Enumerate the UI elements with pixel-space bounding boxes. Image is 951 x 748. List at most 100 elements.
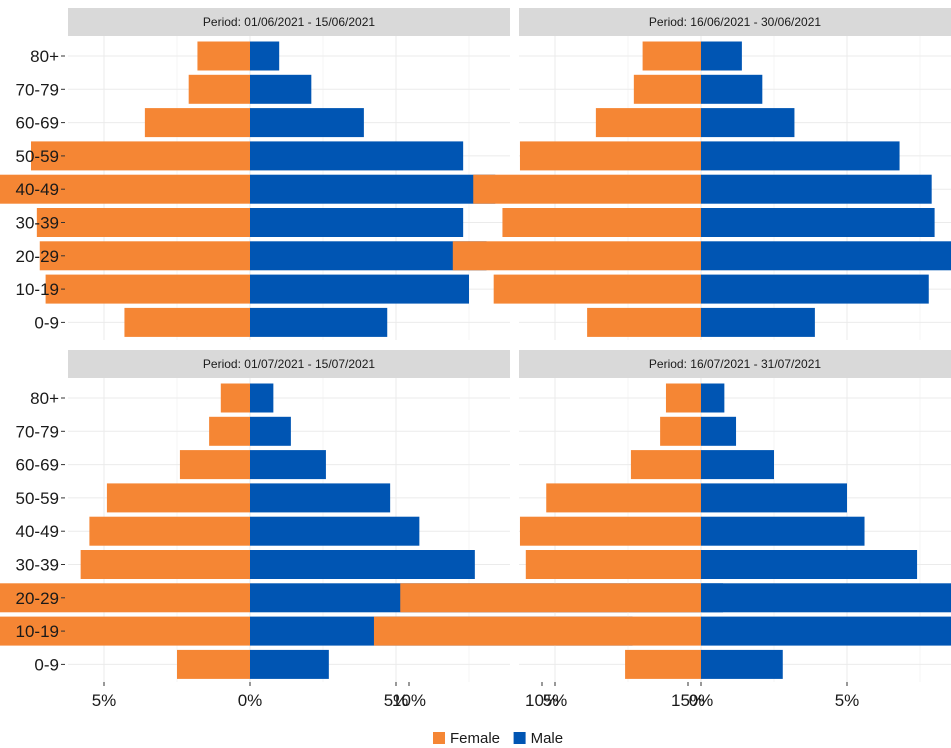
x-tick-label: 0%: [238, 691, 263, 710]
y-tick-label: 0-9: [34, 655, 59, 674]
x-tick-label: 15%: [671, 691, 705, 710]
bar-female-50-59: [106, 483, 250, 513]
bar-female-10-19: [0, 616, 251, 646]
bar-female-30-39: [502, 208, 701, 237]
y-tick-label: 30-39: [16, 556, 59, 575]
y-tick-label: 20-29: [16, 247, 59, 266]
y-tick-label: 70-79: [16, 80, 59, 99]
bar-female-0-9: [124, 307, 250, 337]
y-tick-label: 10-19: [16, 622, 59, 641]
legend-swatch-male: [513, 732, 526, 744]
legend-label-male: Male: [531, 730, 564, 747]
bar-male-70-79: [701, 74, 763, 104]
x-tick-label: 10%: [525, 691, 559, 710]
bar-female-40-49: [519, 516, 701, 546]
bar-male-40-49: [250, 174, 496, 204]
bar-female-80+: [220, 383, 250, 413]
bar-female-10-19: [373, 616, 701, 646]
bar-female-70-79: [633, 74, 701, 104]
bar-male-10-19: [250, 274, 469, 304]
bar-female-20-29: [39, 241, 251, 271]
facet-panel-2: Period: 16/06/2021 - 30/06/2021: [452, 8, 951, 340]
facet-strip: [68, 8, 510, 36]
bar-male-70-79: [250, 74, 312, 104]
bar-female-0-9: [625, 649, 701, 679]
x-tick-label: 5%: [543, 691, 568, 710]
bar-male-80+: [250, 383, 274, 413]
bar-male-50-59: [250, 141, 464, 171]
bar-male-40-49: [701, 516, 865, 546]
bar-male-30-39: [250, 550, 475, 579]
bar-female-10-19: [45, 274, 250, 304]
bar-male-30-39: [250, 208, 464, 237]
facet-title: Period: 16/07/2021 - 31/07/2021: [649, 357, 821, 371]
bar-male-30-39: [701, 208, 935, 237]
facet-strip: [519, 8, 951, 36]
x-tick-label: 10%: [392, 691, 426, 710]
bar-female-0-9: [587, 307, 701, 337]
bar-female-70-79: [209, 416, 250, 446]
y-tick-label: 40-49: [16, 180, 59, 199]
bar-male-70-79: [701, 416, 737, 446]
bar-female-60-69: [595, 108, 701, 138]
bar-male-80+: [250, 41, 280, 71]
bar-female-60-69: [144, 108, 250, 138]
legend-label-female: Female: [450, 730, 500, 747]
bar-female-80+: [665, 383, 701, 413]
bar-male-10-19: [701, 274, 929, 304]
y-tick-label: 50-59: [16, 147, 59, 166]
y-tick-label: 80+: [30, 47, 59, 66]
y-tick-label: 20-29: [16, 589, 59, 608]
bar-male-80+: [701, 41, 742, 71]
x-tick-label: 5%: [92, 691, 117, 710]
bar-male-60-69: [250, 108, 364, 138]
bar-female-70-79: [188, 74, 250, 104]
facet-panel-1: Period: 01/06/2021 - 15/06/2021 0-9 10-19 2…: [0, 8, 510, 340]
bar-male-60-69: [701, 450, 774, 480]
bar-female-50-59: [31, 141, 250, 171]
bar-female-40-49: [89, 516, 251, 546]
bar-female-10-19: [493, 274, 701, 304]
bar-male-30-39: [701, 550, 918, 579]
y-tick-label: 30-39: [16, 214, 59, 233]
bar-female-40-49: [0, 174, 250, 204]
facet-strip: [68, 350, 510, 378]
bar-female-30-39: [80, 550, 250, 579]
bar-male-0-9: [250, 307, 388, 337]
bar-female-80+: [642, 41, 701, 71]
bar-female-50-59: [546, 483, 701, 513]
facet-title: Period: 16/06/2021 - 30/06/2021: [649, 15, 821, 29]
y-tick-label: 60-69: [16, 114, 59, 133]
bar-female-40-49: [473, 174, 701, 204]
bar-female-60-69: [630, 450, 701, 480]
bar-male-80+: [701, 383, 725, 413]
facet-title: Period: 01/07/2021 - 15/07/2021: [203, 357, 375, 371]
bar-male-0-9: [250, 649, 329, 679]
y-tick-label: 70-79: [16, 422, 59, 441]
bar-female-20-29: [452, 241, 701, 271]
bar-female-70-79: [660, 416, 701, 446]
bar-female-30-39: [36, 208, 251, 237]
legend-swatch-female: [433, 732, 445, 744]
x-tick-label: 5%: [384, 691, 409, 710]
y-tick-label: 40-49: [16, 522, 59, 541]
bar-male-10-19: [701, 616, 951, 646]
x-tick-label: 5%: [835, 691, 860, 710]
bar-female-60-69: [179, 450, 250, 480]
y-tick-label: 80+: [30, 389, 59, 408]
bar-male-0-9: [701, 307, 815, 337]
bar-male-40-49: [701, 174, 932, 204]
bar-male-20-29: [701, 241, 951, 271]
x-tick-label: 0%: [689, 691, 714, 710]
bar-male-20-29: [701, 583, 951, 613]
y-tick-label: 50-59: [16, 489, 59, 508]
facet-strip: [519, 350, 951, 378]
bar-male-50-59: [250, 483, 391, 513]
legend: Female Male: [433, 730, 563, 747]
bar-male-20-29: [250, 241, 487, 271]
bar-male-60-69: [250, 450, 326, 480]
y-tick-label: 0-9: [34, 313, 59, 332]
bar-female-80+: [197, 41, 250, 71]
